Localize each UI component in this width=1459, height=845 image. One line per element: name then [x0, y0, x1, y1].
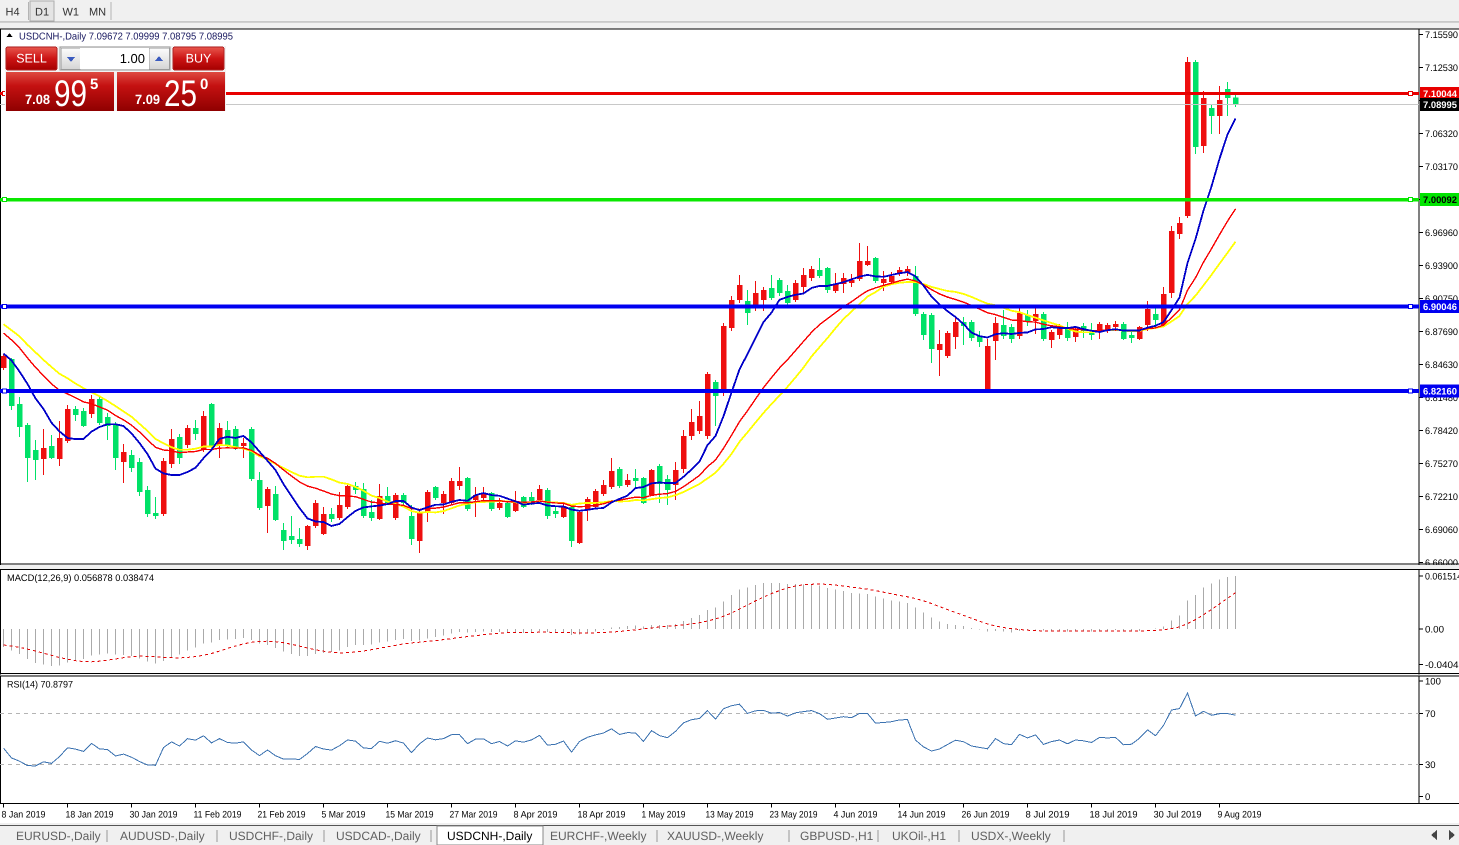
svg-text:0: 0 [200, 76, 208, 93]
svg-text:6.69060: 6.69060 [1425, 525, 1458, 536]
svg-text:18 Apr 2019: 18 Apr 2019 [578, 810, 626, 821]
svg-text:30 Jul 2019: 30 Jul 2019 [1154, 810, 1202, 821]
svg-text:18 Jul 2019: 18 Jul 2019 [1090, 810, 1138, 821]
svg-text:6.84630: 6.84630 [1425, 360, 1458, 371]
svg-text:USDCNH-,Daily 7.09672 7.09999: USDCNH-,Daily 7.09672 7.09999 7.08795 7.… [19, 32, 233, 43]
svg-text:1 May 2019: 1 May 2019 [642, 810, 686, 821]
svg-text:-0.04047: -0.04047 [1425, 660, 1459, 671]
svg-text:D1: D1 [35, 7, 49, 19]
svg-text:7.09: 7.09 [135, 92, 160, 107]
svg-text:13 May 2019: 13 May 2019 [706, 810, 754, 821]
svg-text:7.08995: 7.08995 [1423, 100, 1458, 111]
svg-text:6.96960: 6.96960 [1425, 228, 1458, 239]
svg-text:6.90750: 6.90750 [1425, 294, 1458, 305]
svg-text:7.12530: 7.12530 [1425, 63, 1458, 74]
svg-text:XAUUSD-,Weekly: XAUUSD-,Weekly [667, 829, 763, 843]
svg-text:EURCHF-,Weekly: EURCHF-,Weekly [550, 829, 646, 843]
svg-text:6.87690: 6.87690 [1425, 327, 1458, 338]
svg-text:6.93900: 6.93900 [1425, 261, 1458, 272]
svg-text:6.66000: 6.66000 [1425, 558, 1458, 569]
svg-text:H4: H4 [6, 7, 20, 19]
svg-text:9 Aug 2019: 9 Aug 2019 [1218, 810, 1262, 821]
svg-text:0.061514: 0.061514 [1425, 572, 1459, 583]
svg-text:6.75270: 6.75270 [1425, 459, 1458, 470]
svg-text:26 Jun 2019: 26 Jun 2019 [962, 810, 1010, 821]
svg-text:7.03170: 7.03170 [1425, 162, 1458, 173]
svg-text:7.10044: 7.10044 [1423, 89, 1458, 100]
svg-text:15 Mar 2019: 15 Mar 2019 [386, 810, 434, 821]
svg-text:14 Jun 2019: 14 Jun 2019 [898, 810, 946, 821]
svg-text:W1: W1 [63, 7, 80, 19]
svg-text:0.00: 0.00 [1425, 625, 1444, 636]
svg-text:23 May 2019: 23 May 2019 [770, 810, 818, 821]
svg-text:0: 0 [1425, 792, 1430, 803]
svg-text:EURUSD-,Daily: EURUSD-,Daily [16, 829, 101, 843]
svg-text:18 Jan 2019: 18 Jan 2019 [66, 810, 114, 821]
svg-text:99: 99 [54, 73, 87, 114]
svg-text:BUY: BUY [186, 52, 212, 66]
svg-text:30 Jan 2019: 30 Jan 2019 [130, 810, 178, 821]
svg-text:GBPUSD-,H1: GBPUSD-,H1 [800, 829, 874, 843]
svg-text:USDCNH-,Daily: USDCNH-,Daily [447, 829, 532, 843]
svg-text:RSI(14) 70.8797: RSI(14) 70.8797 [7, 680, 73, 691]
svg-text:5: 5 [90, 76, 98, 93]
svg-text:6.78420: 6.78420 [1425, 426, 1458, 437]
svg-text:6.81480: 6.81480 [1425, 393, 1458, 404]
svg-text:MACD(12,26,9) 0.056878 0.03847: MACD(12,26,9) 0.056878 0.038474 [7, 573, 154, 584]
svg-text:UKOil-,H1: UKOil-,H1 [892, 829, 946, 843]
svg-text:30: 30 [1425, 760, 1436, 771]
svg-text:7.08: 7.08 [25, 92, 50, 107]
svg-text:MN: MN [89, 7, 106, 19]
svg-text:8 Jan 2019: 8 Jan 2019 [2, 810, 46, 821]
svg-text:70: 70 [1425, 709, 1436, 720]
svg-text:21 Feb 2019: 21 Feb 2019 [258, 810, 306, 821]
svg-text:AUDUSD-,Daily: AUDUSD-,Daily [120, 829, 205, 843]
svg-text:4 Jun 2019: 4 Jun 2019 [834, 810, 878, 821]
svg-text:6.90046: 6.90046 [1423, 302, 1457, 313]
svg-text:SELL: SELL [16, 52, 47, 66]
svg-text:100: 100 [1425, 676, 1441, 687]
svg-text:1.00: 1.00 [120, 51, 145, 66]
svg-text:7.06320: 7.06320 [1425, 129, 1458, 140]
svg-text:8 Jul 2019: 8 Jul 2019 [1026, 810, 1070, 821]
svg-text:27 Mar 2019: 27 Mar 2019 [450, 810, 498, 821]
svg-text:5 Mar 2019: 5 Mar 2019 [322, 810, 366, 821]
svg-text:USDCHF-,Daily: USDCHF-,Daily [229, 829, 313, 843]
svg-text:USDX-,Weekly: USDX-,Weekly [971, 829, 1051, 843]
svg-text:11 Feb 2019: 11 Feb 2019 [194, 810, 242, 821]
svg-text:7.15590: 7.15590 [1425, 30, 1458, 41]
svg-text:USDCAD-,Daily: USDCAD-,Daily [336, 829, 421, 843]
svg-text:8 Apr 2019: 8 Apr 2019 [514, 810, 558, 821]
svg-text:6.82160: 6.82160 [1423, 386, 1457, 397]
svg-text:6.72210: 6.72210 [1425, 492, 1458, 503]
svg-text:25: 25 [164, 73, 197, 114]
svg-text:7.00092: 7.00092 [1423, 195, 1457, 206]
